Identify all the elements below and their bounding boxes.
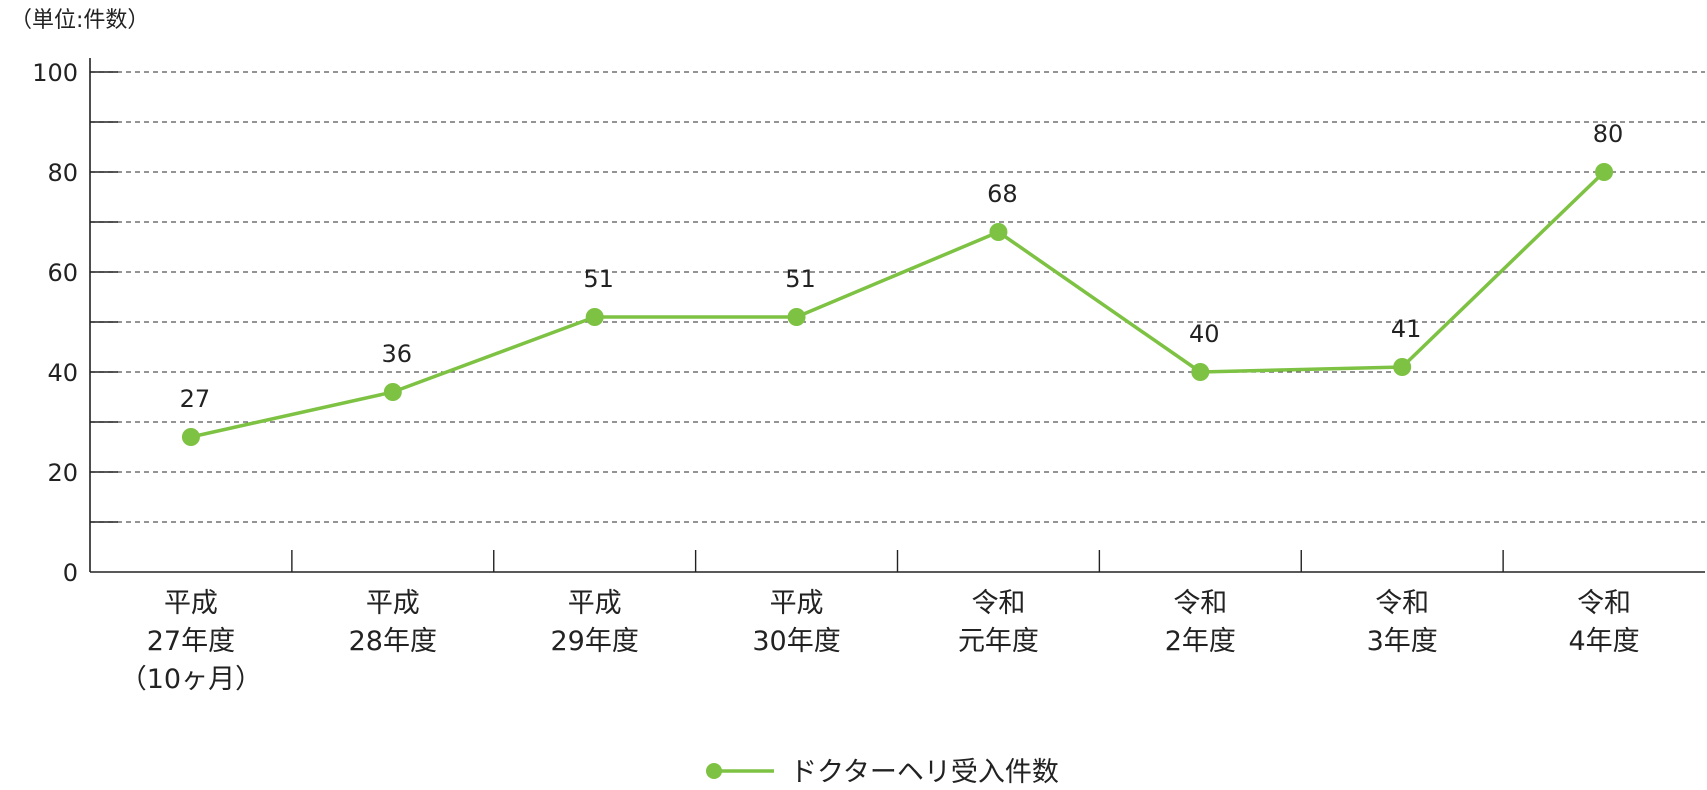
series-line — [190, 170, 1606, 439]
x-tick-label: 平成 28年度 — [349, 588, 437, 657]
data-label: 40 — [1189, 320, 1220, 348]
axes — [89, 58, 1705, 573]
data-point — [1191, 363, 1210, 381]
data-label: 36 — [382, 340, 413, 368]
y-axis-ticks: 0 20 40 60 80 100 — [32, 59, 78, 587]
x-tick-label: 平成 29年度 — [551, 588, 639, 657]
x-tick-label: 平成 30年度 — [752, 588, 840, 657]
data-label: 51 — [785, 265, 816, 293]
x-axis-ticks: 平成 27年度（10ヶ月） 平成 28年度 平成 29年度 平成 30年度 令和元年度 令和 2年度… — [120, 588, 1640, 695]
x-tick-label: 令和 4年度 — [1568, 588, 1639, 657]
legend-marker — [706, 763, 722, 779]
unit-label: （単位:件数） — [10, 8, 149, 33]
y-tick-label: 40 — [47, 359, 78, 387]
data-point — [787, 308, 806, 326]
gridlines — [90, 71, 1705, 523]
x-tick-label: 令和 3年度 — [1367, 588, 1438, 657]
y-tick-label: 60 — [47, 259, 78, 287]
x-tick-label: 平成 27年度（10ヶ月） — [120, 588, 262, 695]
series-group: 27 36 51 51 68 40 41 80 — [180, 120, 1624, 446]
legend-label: ドクターヘリ受入件数 — [790, 757, 1059, 788]
data-point — [1393, 358, 1412, 376]
data-point — [989, 223, 1008, 241]
legend: ドクターヘリ受入件数 — [706, 757, 1059, 788]
data-point — [181, 428, 200, 446]
y-tick-label: 0 — [63, 559, 78, 587]
x-tick-label: 令和 2年度 — [1165, 588, 1236, 657]
data-label: 80 — [1593, 120, 1624, 148]
data-label: 68 — [987, 180, 1018, 208]
data-label: 41 — [1391, 315, 1422, 343]
y-tick-label: 80 — [47, 159, 78, 187]
data-label: 27 — [180, 385, 211, 413]
data-label: 51 — [583, 265, 614, 293]
data-point — [585, 308, 604, 326]
data-point — [383, 383, 402, 401]
y-tick-label: 20 — [47, 459, 78, 487]
x-tick-label: 令和元年度 — [958, 588, 1039, 657]
y-tick-label: 100 — [32, 59, 78, 87]
data-point — [1595, 163, 1614, 181]
